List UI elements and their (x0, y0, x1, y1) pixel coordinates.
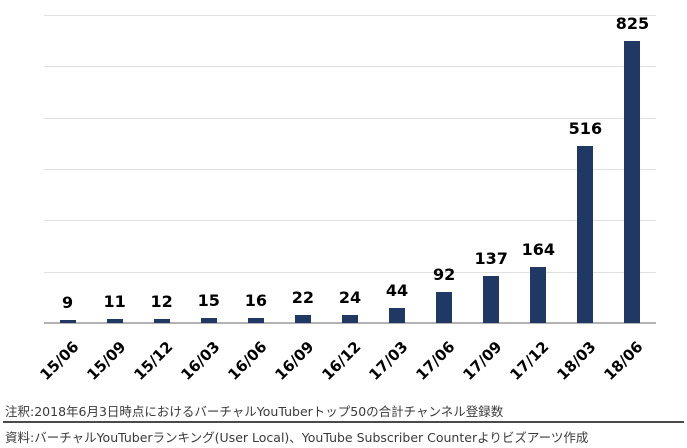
notes-divider (3, 421, 684, 423)
bar-value-label: 15 (197, 290, 220, 310)
x-axis-line (44, 322, 656, 324)
gridline-300 (44, 220, 656, 222)
bar-18-06 (624, 40, 641, 323)
bar-17-09 (483, 276, 500, 323)
bar-value-label: 164 (521, 239, 555, 259)
bar-17-12 (530, 266, 547, 323)
bar-value-label: 825 (615, 13, 650, 33)
bar-15-12 (153, 318, 170, 323)
bar-15-06 (59, 319, 76, 323)
bar-16-03 (200, 317, 217, 323)
gridline-750 (44, 66, 656, 68)
bar-16-06 (247, 317, 264, 323)
bar-16-09 (294, 315, 311, 323)
bar-16-12 (342, 314, 358, 323)
note-annotation: 注釈:2018年6月3日時点におけるバーチャルYouTuberトップ50の合計チ… (5, 404, 504, 419)
bar-value-label: 16 (244, 290, 267, 310)
bar-value-label: 12 (150, 291, 173, 311)
note-source: 資料:バーチャルYouTuberランキング(User Local)、YouTub… (5, 430, 589, 445)
bar-value-label: 11 (103, 292, 126, 312)
bar-18-03 (577, 146, 594, 323)
bar-value-label: 516 (568, 119, 603, 139)
gridline-600 (44, 117, 656, 119)
bar-value-label: 24 (338, 287, 362, 307)
bar-17-06 (436, 291, 453, 323)
bar-value-label: 137 (474, 249, 508, 269)
bar-chart: 9 15/06 11 15/09 12 15/12 15 16/03 16 16/06 22 16/0… (36, 13, 656, 384)
bar-value-label: 22 (291, 288, 315, 308)
bar-value-label: 92 (433, 264, 456, 284)
bar-value-label: 44 (385, 280, 409, 300)
gridline-150 (44, 271, 656, 273)
bar-value-label: 9 (61, 292, 74, 312)
gridline-450 (44, 169, 656, 170)
bar-17-03 (389, 307, 406, 323)
gridline-900 (44, 15, 656, 16)
bar-15-09 (106, 319, 123, 323)
